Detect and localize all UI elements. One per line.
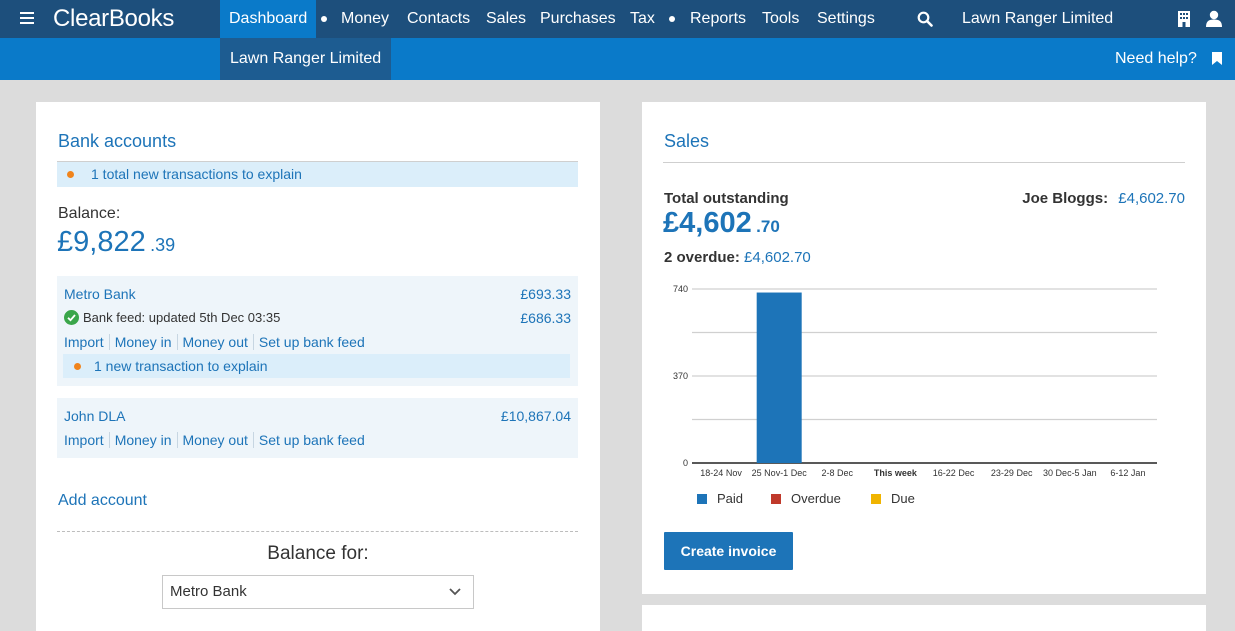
legend-swatch [871,494,881,504]
customer-amount[interactable]: £4,602.70 [1118,190,1185,207]
total-main: £4,602 [663,207,752,239]
import-link[interactable]: Import [64,432,104,448]
y-tick-label: 370 [673,371,688,381]
bank-account-name[interactable]: Metro Bank [64,286,136,302]
sales-title: Sales [664,131,710,151]
money-out-link[interactable]: Money out [176,334,253,350]
total-outstanding-value: £4,602 .70 [663,207,780,240]
new-transactions-alert[interactable]: 1 total new transactions to explain [57,162,578,187]
nav-tax[interactable]: Tax [630,10,655,27]
logo[interactable]: ClearBooks [53,5,175,32]
menu-icon[interactable] [20,12,34,24]
balance-label: Balance: [58,205,121,222]
building-icon[interactable] [1177,11,1191,27]
balance-main: £9,822 [57,226,146,258]
import-link[interactable]: Import [64,334,104,350]
nav-settings[interactable]: Settings [817,10,875,27]
y-tick-label: 740 [673,284,688,294]
balance-value: £9,822 .39 [57,226,175,259]
nav-sales[interactable]: Sales [486,10,527,27]
sub-nav: Lawn Ranger Limited Need help? [0,38,1235,80]
x-tick-label: 6-12 Jan [1110,468,1145,478]
chart-bar [756,292,802,463]
next-panel [642,605,1206,631]
legend-label: Paid [717,491,743,506]
x-tick-label: 30 Dec-5 Jan [1043,468,1097,478]
user-icon[interactable] [1206,10,1222,27]
top-nav: ClearBooks Dashboard Money Contacts Sale… [0,0,1235,38]
create-invoice-button[interactable]: Create invoice [664,532,793,570]
bank-feed-balance: £686.33 [520,310,571,326]
x-tick-label: 25 Nov-1 Dec [752,468,808,478]
balance-for-select[interactable]: Metro Bank [162,575,474,609]
x-tick-label: This week [874,468,918,478]
nav-money[interactable]: Money [341,10,390,27]
bank-account-card: John DLA £10,867.04 Import Money in Money … [57,398,578,458]
alert-text[interactable]: 1 total new transactions to explain [91,166,302,182]
bookmark-icon[interactable] [1212,52,1222,65]
add-account-link[interactable]: Add account [58,492,147,509]
x-tick-label: 16-22 Dec [933,468,975,478]
customer-outstanding: Joe Bloggs: £4,602.70 [1022,190,1185,207]
overdue-amount[interactable]: £4,602.70 [744,249,811,266]
total-pence: .70 [756,217,780,236]
legend-swatch [697,494,707,504]
account-alert-text[interactable]: 1 new transaction to explain [94,358,268,374]
money-out-link[interactable]: Money out [176,432,253,448]
set-up-bank-feed-link[interactable]: Set up bank feed [252,334,370,350]
nav-dot-icon [669,16,675,22]
check-circle-icon [64,310,79,325]
customer-label: Joe Bloggs: [1022,190,1109,207]
money-in-link[interactable]: Money in [108,432,177,448]
nav-contacts[interactable]: Contacts [407,10,471,27]
orange-dot-icon [74,363,81,370]
divider [663,162,1185,163]
divider [57,161,578,162]
account-alert[interactable]: 1 new transaction to explain [63,354,570,378]
set-up-bank-feed-link[interactable]: Set up bank feed [252,432,370,448]
organisation-tab[interactable]: Lawn Ranger Limited [220,38,392,80]
bank-accounts-panel: Bank accounts 1 total new transactions t… [36,102,600,631]
legend-swatch [771,494,781,504]
overdue-summary: 2 overdue: £4,602.70 [664,249,811,266]
y-tick-label: 0 [683,458,688,468]
search-icon[interactable] [917,11,933,27]
bank-account-balance[interactable]: £10,867.04 [500,408,571,424]
bank-account-name[interactable]: John DLA [64,408,126,424]
balance-pence: .39 [150,235,176,255]
money-in-link[interactable]: Money in [108,334,177,350]
bank-account-balance[interactable]: £693.33 [520,286,571,302]
sales-chart: 0 370 740 18-24 Nov 25 Nov-1 Dec 2-8 Dec This … [673,284,1157,506]
sales-panel: Sales Total outstanding Joe Bloggs: £4,6… [642,102,1206,594]
bank-accounts-title: Bank accounts [58,131,177,151]
nav-tools[interactable]: Tools [762,10,800,27]
balance-for-label: Balance for: [267,543,369,564]
bank-feed-status: Bank feed: updated 5th Dec 03:35 [83,310,281,325]
need-help-link[interactable]: Need help? [1115,50,1197,67]
nav-dashboard[interactable]: Dashboard [220,0,317,38]
bank-actions: Import Money in Money out Set up bank feed [64,334,370,350]
nav-purchases[interactable]: Purchases [540,10,616,27]
legend-label: Overdue [791,491,841,506]
x-tick-label: 23-29 Dec [991,468,1033,478]
nav-dot-icon [321,16,327,22]
nav-reports[interactable]: Reports [690,10,747,27]
divider [57,531,578,532]
chevron-down-icon [449,588,461,596]
total-outstanding-label: Total outstanding [664,190,789,207]
legend-label: Due [891,491,915,506]
selected-account: Metro Bank [170,583,247,600]
organisation-name[interactable]: Lawn Ranger Limited [962,10,1114,27]
orange-dot-icon [67,171,74,178]
overdue-label: 2 overdue: [664,249,740,266]
bank-account-card: Metro Bank £693.33 Bank feed: updated 5t… [57,276,578,386]
x-tick-label: 18-24 Nov [700,468,742,478]
bank-actions: Import Money in Money out Set up bank feed [64,432,370,448]
x-tick-label: 2-8 Dec [822,468,854,478]
